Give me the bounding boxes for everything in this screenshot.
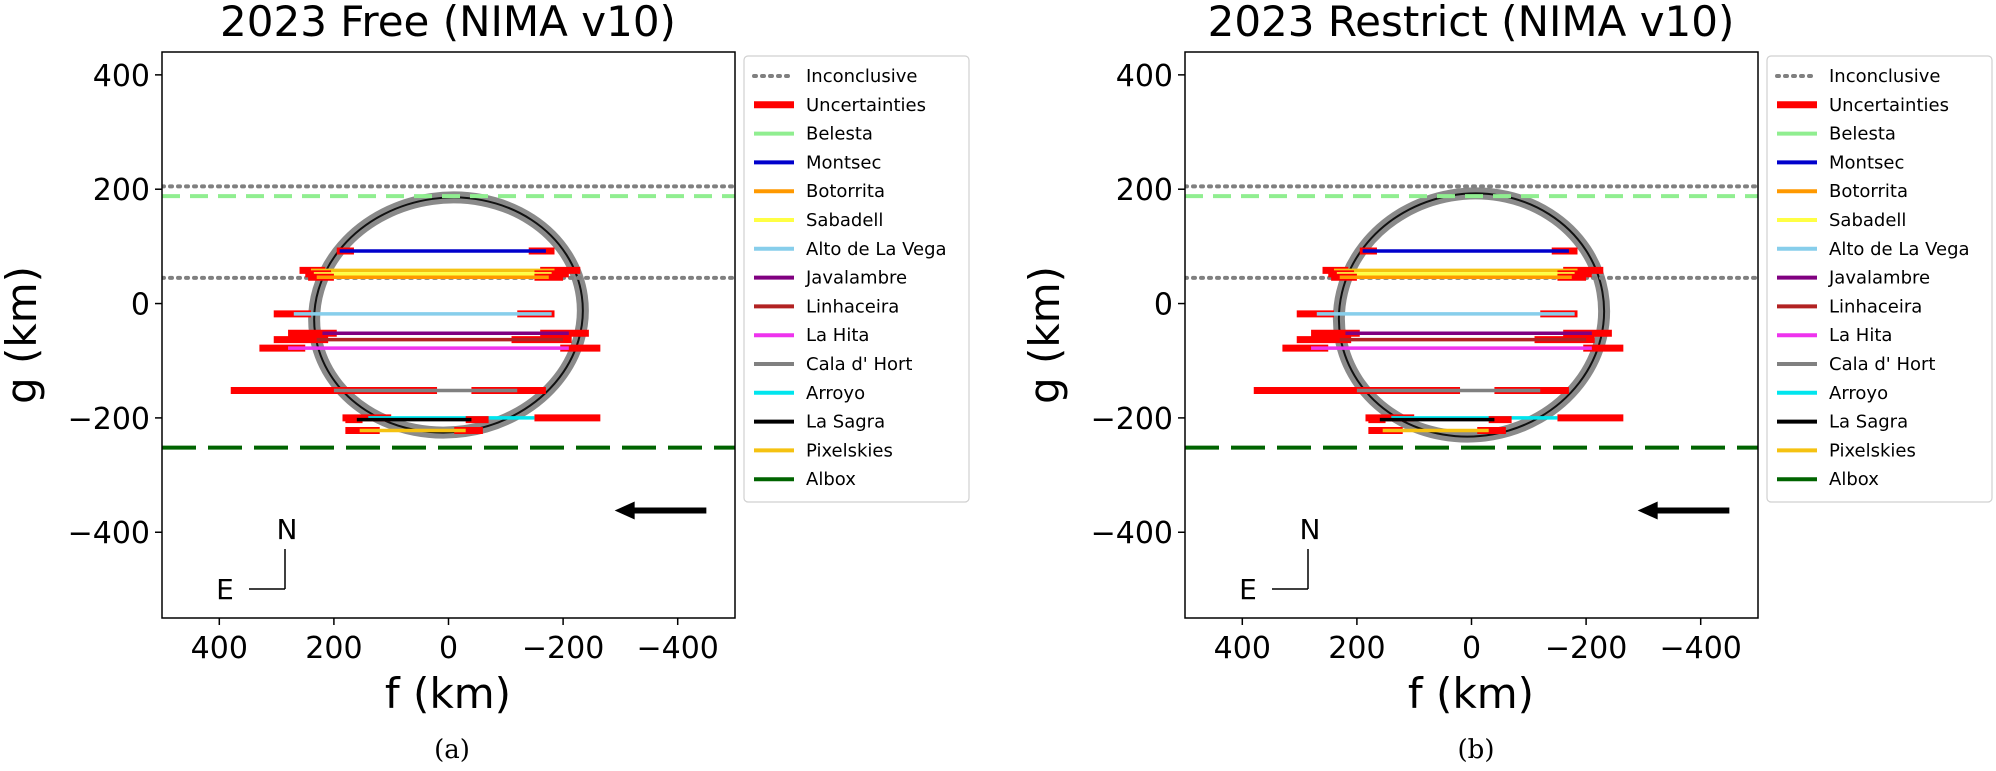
chart-panel-a: 2023 Free (NIMA v10) 400 200 0 −200 −400 400… xyxy=(0,0,970,765)
chart-title-b: 2023 Restrict (NIMA v10) xyxy=(1208,0,1735,46)
compass-b: NE xyxy=(1239,513,1320,606)
legend-label: Linhaceira xyxy=(1829,296,1922,317)
x-tick-label: 400 xyxy=(191,631,248,666)
x-tick-label: 200 xyxy=(305,631,362,666)
legend-label: Sabadell xyxy=(806,210,883,231)
legend-label: Alto de La Vega xyxy=(1829,239,1970,260)
legend-label: Uncertainties xyxy=(1829,95,1949,116)
legend-label: Montsec xyxy=(1829,152,1904,173)
x-tick-label: −200 xyxy=(522,631,604,666)
legend-label: Javalambre xyxy=(805,268,907,289)
x-tick-label: −400 xyxy=(636,631,718,666)
legend-label: Sabadell xyxy=(1829,210,1906,231)
x-tick-label: −400 xyxy=(1659,631,1741,666)
legend-label: Botorrita xyxy=(1829,181,1908,202)
y-axis-label-a: g (km) xyxy=(0,266,46,404)
legend-label: Inconclusive xyxy=(806,66,917,87)
compass-east-label: E xyxy=(1239,573,1257,606)
legend-label: La Sagra xyxy=(806,412,885,433)
y-tick-label: 200 xyxy=(93,173,150,208)
legend-label: La Hita xyxy=(1829,325,1892,346)
legend-label: Uncertainties xyxy=(806,95,926,116)
compass-north-label: N xyxy=(1300,513,1321,546)
compass-north-label: N xyxy=(277,513,298,546)
legend-label: Inconclusive xyxy=(1829,66,1940,87)
legend-box xyxy=(1766,55,1993,503)
y-axis-b: 400 200 0 −200 −400 xyxy=(1091,59,1185,551)
x-axis-a: 400 200 0 −200 −400 xyxy=(191,618,719,666)
x-tick-label: 0 xyxy=(439,631,458,666)
y-tick-label: 400 xyxy=(93,59,150,94)
x-axis-b: 400 200 0 −200 −400 xyxy=(1214,618,1742,666)
legend-label: Belesta xyxy=(806,124,873,145)
legend-label: Albox xyxy=(1829,469,1879,490)
y-tick-label: 0 xyxy=(1154,288,1173,323)
panel-caption-b: (b) xyxy=(1458,735,1495,765)
y-axis-a: 400 200 0 −200 −400 xyxy=(68,59,162,551)
legend-label: La Hita xyxy=(806,325,869,346)
legend-b: Inconclusive Uncertainties Belesta Montsec B… xyxy=(1766,55,1993,503)
plot-area-a xyxy=(162,184,735,520)
y-tick-label: −400 xyxy=(1091,516,1173,551)
compass-a: NE xyxy=(216,513,297,606)
panel-caption-a: (a) xyxy=(434,735,470,765)
legend-label: Arroyo xyxy=(1829,383,1888,404)
legend-label: Arroyo xyxy=(806,383,865,404)
direction-arrow-head xyxy=(614,501,635,520)
legend-label: Javalambre xyxy=(1828,268,1930,289)
x-axis-label-b: f (km) xyxy=(1408,669,1534,718)
y-tick-label: 200 xyxy=(1116,173,1173,208)
x-tick-label: 200 xyxy=(1328,631,1385,666)
plot-area-b xyxy=(1185,184,1758,520)
x-tick-label: 0 xyxy=(1462,631,1481,666)
legend-label: Alto de La Vega xyxy=(806,239,947,260)
y-tick-label: −200 xyxy=(1091,402,1173,437)
legend-label: Cala d' Hort xyxy=(1829,354,1935,375)
y-tick-label: −400 xyxy=(68,516,150,551)
compass-east-label: E xyxy=(216,573,234,606)
y-axis-label-b: g (km) xyxy=(1020,266,1069,404)
y-tick-label: 400 xyxy=(1116,59,1173,94)
legend-label: Cala d' Hort xyxy=(806,354,912,375)
x-tick-label: −200 xyxy=(1545,631,1627,666)
legend-label: Pixelskies xyxy=(806,440,893,461)
y-tick-label: −200 xyxy=(68,402,150,437)
direction-arrow-head xyxy=(1637,501,1658,520)
legend-a: Inconclusive Uncertainties Belesta Montsec B… xyxy=(743,55,970,503)
chart-title-a: 2023 Free (NIMA v10) xyxy=(220,0,676,46)
legend-box xyxy=(743,55,970,503)
legend-label: Pixelskies xyxy=(1829,440,1916,461)
x-axis-label-a: f (km) xyxy=(385,669,511,718)
legend-label: Linhaceira xyxy=(806,296,899,317)
legend-label: La Sagra xyxy=(1829,412,1908,433)
legend-label: Belesta xyxy=(1829,124,1896,145)
legend-label: Albox xyxy=(806,469,856,490)
x-tick-label: 400 xyxy=(1214,631,1271,666)
legend-label: Botorrita xyxy=(806,181,885,202)
y-tick-label: 0 xyxy=(131,288,150,323)
legend-label: Montsec xyxy=(806,152,881,173)
chart-panel-b: 2023 Restrict (NIMA v10) 400 200 0 −200 −400… xyxy=(1020,0,1993,765)
